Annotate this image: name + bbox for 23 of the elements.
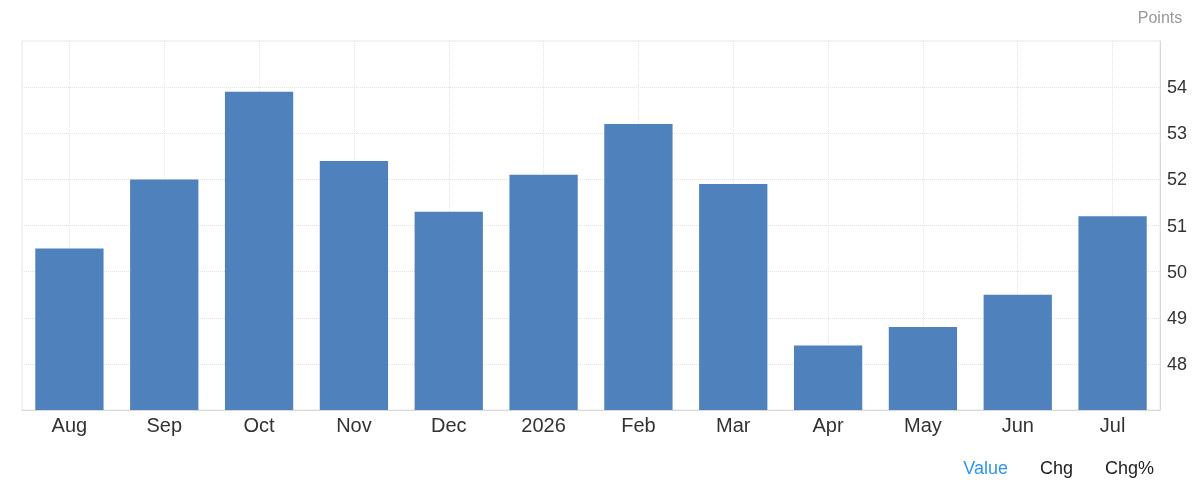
y-tick-label: 54 (1167, 77, 1188, 98)
y-tick-label: 49 (1167, 307, 1188, 328)
y-tick-label: 50 (1167, 261, 1188, 282)
y-tick-label: 52 (1167, 169, 1188, 190)
y-axis-title: Points (1137, 8, 1183, 26)
x-tick-label: Oct (243, 414, 276, 436)
text: Chg (1039, 457, 1073, 479)
x-tick-label: May (904, 414, 942, 436)
x-tick-label: 2026 (521, 414, 566, 436)
x-tick-label: Jul (1099, 414, 1126, 436)
x-tick-label: Nov (336, 414, 372, 436)
x-tick-label: Feb (621, 414, 656, 436)
y-tick-label: 53 (1167, 123, 1188, 144)
y-tick-label: 51 (1167, 215, 1188, 236)
x-tick-label: Aug (51, 414, 88, 436)
y-tick-label: 48 (1167, 353, 1188, 374)
x-tick-label: Dec (430, 414, 467, 436)
text: Chg% (1104, 457, 1154, 479)
x-tick-label: Sep (146, 414, 183, 436)
text: Value (963, 457, 1008, 479)
x-tick-label: Mar (716, 414, 751, 436)
x-tick-label: Apr (812, 414, 844, 436)
x-tick-label: Jun (1001, 414, 1034, 436)
